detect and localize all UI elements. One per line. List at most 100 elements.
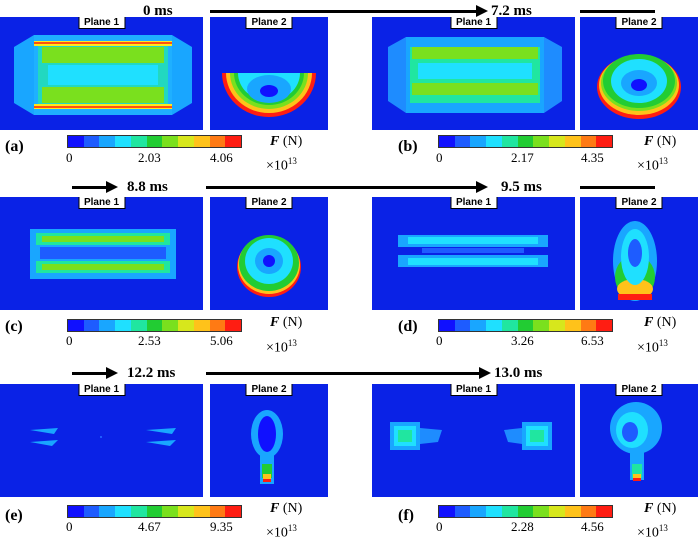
- plane1-tag: Plane 1: [77, 17, 126, 29]
- colorbar-swatch: [454, 136, 471, 147]
- plane2-contour-e: Plane 2: [210, 384, 328, 497]
- tick-mid-b: 2.17: [511, 150, 534, 165]
- colorbar-swatch: [178, 506, 194, 517]
- colorbar-swatch: [439, 506, 455, 517]
- colorbar-b: [438, 135, 613, 148]
- plane2-tag: Plane 2: [245, 17, 293, 29]
- colorbar-swatch: [486, 506, 502, 517]
- time-label-c: 8.8 ms: [127, 179, 168, 195]
- tick-mid-d: 3.26: [511, 333, 534, 348]
- colorbar-swatch: [517, 136, 534, 147]
- timeline-line: [580, 186, 655, 189]
- subfigure-label-b: (b): [398, 138, 418, 155]
- multiplier-d: ×1013: [637, 338, 668, 356]
- tick-max-d: 6.53: [581, 333, 604, 348]
- multiplier-e: ×1013: [266, 523, 297, 541]
- colorbar-swatch: [549, 136, 565, 147]
- tick-min-f: 0: [436, 519, 443, 534]
- colorbar-swatch: [501, 136, 518, 147]
- colorbar-swatch: [517, 506, 534, 517]
- colorbar-swatch: [439, 320, 455, 331]
- colorbar-swatch: [209, 136, 226, 147]
- colorbar-swatch: [115, 136, 131, 147]
- tick-max-a: 4.06: [210, 150, 233, 165]
- colorbar-swatch: [99, 136, 116, 147]
- colorbar-swatch: [68, 320, 84, 331]
- colorbar-e: [67, 505, 242, 518]
- colorbar-swatch: [596, 320, 613, 331]
- colorbar-swatch: [564, 506, 581, 517]
- tick-mid-a: 2.03: [138, 150, 161, 165]
- plane1-tag: Plane 1: [77, 384, 126, 396]
- plane1-contour-b: Plane 1: [372, 17, 575, 130]
- force-unit-a: F (N): [270, 134, 303, 149]
- colorbar-swatch: [517, 320, 534, 331]
- colorbar-swatch: [225, 506, 242, 517]
- plane2-tag: Plane 2: [615, 197, 663, 209]
- timeline-arrow: [210, 5, 488, 17]
- colorbar-swatch: [454, 506, 471, 517]
- colorbar-swatch: [146, 320, 163, 331]
- plane2-tag: Plane 2: [615, 17, 663, 29]
- force-unit-e: F (N): [270, 501, 303, 516]
- timeline-arrow: [72, 181, 118, 193]
- colorbar-swatch: [146, 506, 163, 517]
- colorbar-swatch: [549, 506, 565, 517]
- colorbar-swatch: [68, 136, 84, 147]
- tick-mid-f: 2.28: [511, 519, 534, 534]
- colorbar-swatch: [68, 506, 84, 517]
- colorbar-swatch: [83, 320, 100, 331]
- colorbar-swatch: [501, 506, 518, 517]
- tick-max-b: 4.35: [581, 150, 604, 165]
- tick-min-a: 0: [66, 150, 73, 165]
- colorbar-swatch: [99, 506, 116, 517]
- colorbar-swatch: [209, 506, 226, 517]
- colorbar-swatch: [486, 320, 502, 331]
- colorbar-swatch: [225, 320, 242, 331]
- plane2-contour-f: Plane 2: [580, 384, 698, 497]
- plane2-contour-d: Plane 2: [580, 197, 698, 310]
- plane1-tag: Plane 1: [77, 197, 126, 209]
- colorbar-swatch: [580, 506, 597, 517]
- colorbar-swatch: [439, 136, 455, 147]
- timeline-arrow: [206, 181, 488, 193]
- colorbar-swatch: [533, 320, 550, 331]
- plane1-contour-e: Plane 1: [0, 384, 203, 497]
- tick-mid-c: 2.53: [138, 333, 161, 348]
- colorbar-swatch: [115, 320, 131, 331]
- plane1-tag: Plane 1: [449, 17, 498, 29]
- colorbar-swatch: [580, 136, 597, 147]
- time-label-b: 7.2 ms: [491, 3, 532, 19]
- colorbar-swatch: [193, 320, 210, 331]
- multiplier-b: ×1013: [637, 156, 668, 174]
- tick-max-c: 5.06: [210, 333, 233, 348]
- colorbar-swatch: [470, 320, 487, 331]
- colorbar-swatch: [193, 506, 210, 517]
- colorbar-swatch: [130, 136, 147, 147]
- plane2-tag: Plane 2: [245, 197, 293, 209]
- colorbar-swatch: [564, 136, 581, 147]
- colorbar-swatch: [596, 136, 613, 147]
- colorbar-swatch: [130, 506, 147, 517]
- force-unit-c: F (N): [270, 315, 303, 330]
- colorbar-swatch: [564, 320, 581, 331]
- colorbar-swatch: [115, 506, 131, 517]
- tick-mid-e: 4.67: [138, 519, 161, 534]
- timeline-arrow: [72, 367, 118, 379]
- subfigure-label-a: (a): [5, 138, 24, 155]
- timeline-line: [580, 10, 655, 13]
- tick-min-c: 0: [66, 333, 73, 348]
- colorbar-a: [67, 135, 242, 148]
- colorbar-swatch: [533, 506, 550, 517]
- plane1-contour-f: Plane 1: [372, 384, 575, 497]
- colorbar-swatch: [162, 320, 179, 331]
- multiplier-c: ×1013: [266, 338, 297, 356]
- plane1-contour-d: Plane 1: [372, 197, 575, 310]
- plane2-contour-c: Plane 2: [210, 197, 328, 310]
- force-unit-b: F (N): [644, 134, 677, 149]
- multiplier-f: ×1013: [637, 523, 668, 541]
- colorbar-swatch: [580, 320, 597, 331]
- subfigure-label-d: (d): [398, 318, 418, 335]
- time-label-d: 9.5 ms: [501, 179, 542, 195]
- tick-max-e: 9.35: [210, 519, 233, 534]
